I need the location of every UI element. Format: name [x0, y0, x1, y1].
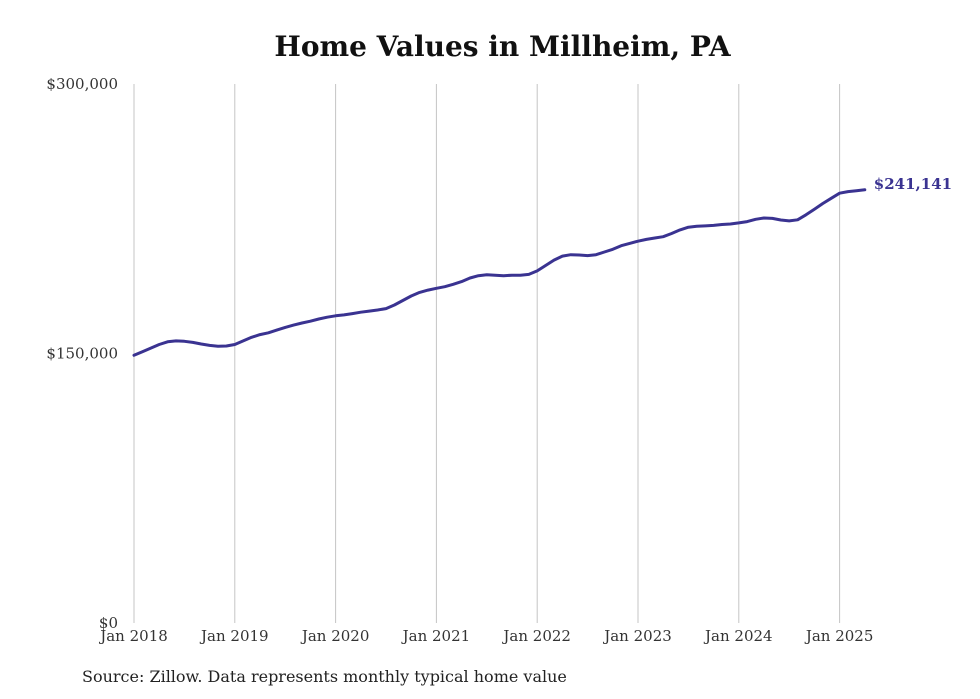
y-tick-label: $300,000 [46, 75, 118, 93]
home-value-line [132, 188, 867, 357]
y-tick-label: $150,000 [46, 345, 118, 363]
y-axis: $0 $150,000 $300,000 [46, 75, 118, 632]
series-layer [132, 188, 867, 357]
x-tick-label: Jan 2023 [602, 627, 672, 645]
data-labels: $241,141 [874, 175, 952, 193]
source-note: Source: Zillow. Data represents monthly … [82, 667, 567, 686]
chart-title: Home Values in Millheim, PA [274, 30, 731, 63]
y-tick-label: $0 [99, 614, 118, 632]
x-tick-label: Jan 2024 [703, 627, 773, 645]
x-tick-label: Jan 2019 [199, 627, 269, 645]
x-tick-label: Jan 2020 [300, 627, 370, 645]
x-tick-label: Jan 2022 [501, 627, 571, 645]
x-tick-label: Jan 2021 [401, 627, 471, 645]
end-value-label: $241,141 [874, 175, 952, 193]
x-axis: Jan 2018 Jan 2019 Jan 2020 Jan 2021 Jan 2022… [98, 627, 873, 645]
x-tick-label: Jan 2018 [98, 627, 168, 645]
x-tick-label: Jan 2025 [804, 627, 874, 645]
grid-lines [133, 84, 841, 623]
